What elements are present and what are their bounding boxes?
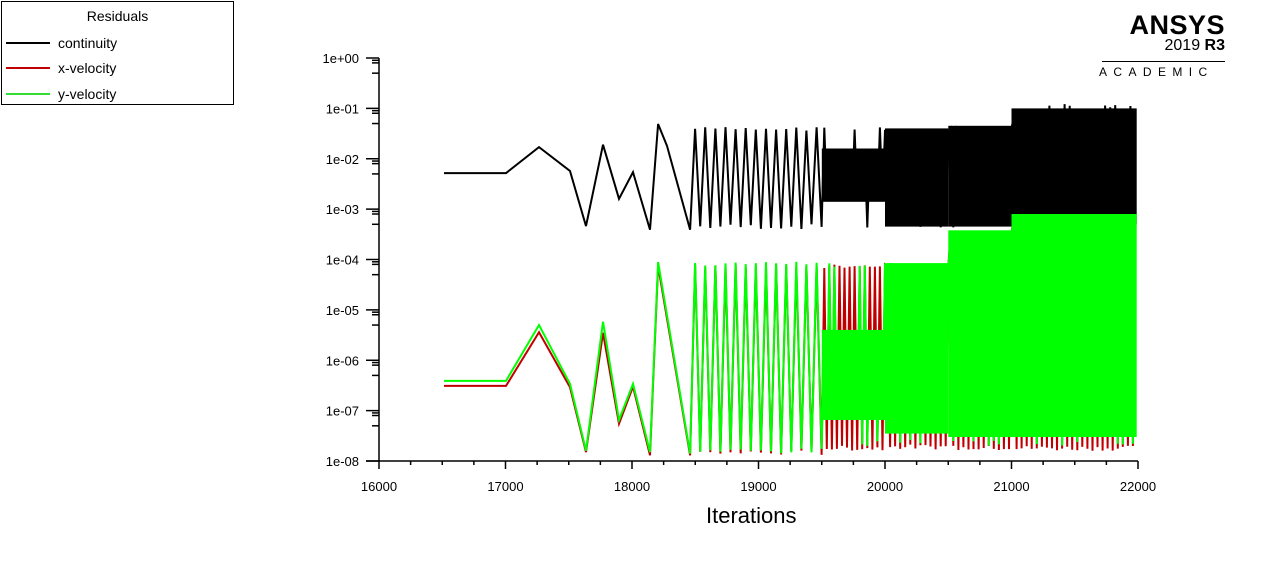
logo-version: 2019 R3 — [1165, 37, 1226, 55]
continuity-dense-band — [948, 125, 1012, 227]
logo-version-release: R3 — [1204, 37, 1225, 54]
continuity-dense-band — [885, 128, 949, 227]
x-tick-label: 17000 — [487, 479, 523, 494]
legend-item-continuity: continuity — [6, 34, 117, 52]
x-tick-label: 22000 — [1120, 479, 1156, 494]
legend-label: x-velocity — [58, 60, 117, 76]
y-tick-label: 1e-06 — [326, 353, 359, 368]
x-tick-label: 19000 — [740, 479, 776, 494]
x-tick-label: 16000 — [361, 479, 397, 494]
x-axis-title: Iterations — [706, 503, 797, 528]
legend-item-y-velocity: y-velocity — [6, 85, 116, 103]
y-tick-label: 1e+00 — [322, 51, 359, 66]
y-tick-label: 1e-07 — [326, 404, 359, 419]
x-tick-label: 21000 — [993, 479, 1029, 494]
x-tick-label: 20000 — [867, 479, 903, 494]
y-velocity-dense-band — [885, 263, 949, 434]
y-tick-label: 1e-03 — [326, 202, 359, 217]
logo-version-year: 2019 — [1164, 37, 1201, 54]
logo-edition: ACADEMIC — [1099, 65, 1214, 79]
ansys-logo: ANSYS 2019 R3 ACADEMIC — [1095, 10, 1235, 82]
y-velocity-dense-band — [1011, 214, 1137, 437]
legend-item-x-velocity: x-velocity — [6, 59, 116, 77]
legend-label: continuity — [58, 35, 118, 51]
logo-divider — [1102, 61, 1225, 62]
y-tick-label: 1e-08 — [326, 454, 359, 469]
logo-brand: ANSYS — [1129, 10, 1225, 40]
x-tick-label: 18000 — [614, 479, 650, 494]
legend-title: Residuals — [86, 8, 149, 24]
y-tick-label: 1e-04 — [326, 253, 359, 268]
legend: Residuals continuity x-velocity y-veloci… — [1, 1, 234, 105]
y-tick-label: 1e-02 — [326, 152, 359, 167]
legend-swatch-y-velocity — [6, 93, 50, 95]
series-y-velocity — [444, 213, 1137, 454]
y-tick-label: 1e-05 — [326, 303, 359, 318]
series-layer — [444, 104, 1137, 456]
y-tick-label: 1e-01 — [326, 101, 359, 116]
continuity-dense-band — [821, 148, 886, 202]
continuity-dense-band — [1011, 108, 1137, 225]
legend-swatch-x-velocity — [6, 67, 50, 69]
legend-swatch-continuity — [6, 42, 50, 44]
y-velocity-dense-band — [821, 329, 886, 420]
y-velocity-dense-band — [948, 230, 1012, 437]
legend-label: y-velocity — [58, 86, 117, 102]
series-continuity — [444, 104, 1137, 230]
axes: 1e+00 1e-01 1e-02 1e-03 1e-04 1e-05 1e-06 1e-07… — [322, 51, 1156, 494]
